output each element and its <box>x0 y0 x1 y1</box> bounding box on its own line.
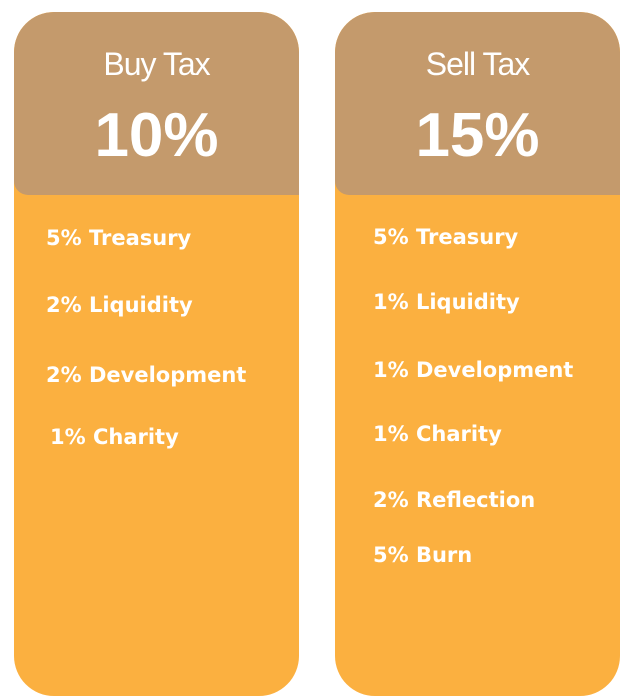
card-title: Sell Tax <box>425 46 530 82</box>
tax-item: 5% Treasury <box>373 225 519 249</box>
tax-item: 1% Charity <box>50 425 179 449</box>
card-header: Buy Tax 10% <box>14 12 299 195</box>
tax-item: 1% Development <box>373 358 574 382</box>
card-total: 10% <box>94 101 219 170</box>
card-title: Buy Tax <box>103 46 210 82</box>
tax-card: Buy Tax 10% 5% Treasury 2% Liquidity 2% Deve… <box>14 12 299 696</box>
tax-item: 1% Charity <box>373 422 502 446</box>
tax-item: 5% Treasury <box>46 226 192 250</box>
card-total: 15% <box>415 101 540 170</box>
tax-item: 5% Burn <box>373 543 473 567</box>
tax-item: 2% Development <box>46 363 247 387</box>
tax-item: 1% Liquidity <box>373 290 520 314</box>
tax-card: Sell Tax 15% 5% Treasury 1% Liquidity 1% Dev… <box>335 12 620 696</box>
tax-item: 2% Reflection <box>373 488 536 512</box>
card-header: Sell Tax 15% <box>335 12 620 195</box>
tax-item: 2% Liquidity <box>46 293 193 317</box>
